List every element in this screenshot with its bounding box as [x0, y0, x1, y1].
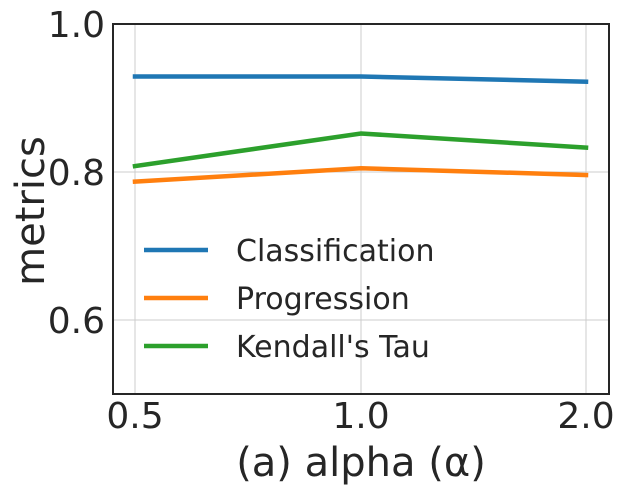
series-lines	[132, 74, 589, 184]
series-line	[132, 166, 589, 184]
legend: Classification Progression Kendall's Tau	[144, 234, 435, 365]
legend-label: Classification	[236, 234, 435, 269]
y-tick-label: 0.6	[48, 301, 105, 342]
y-axis-label: metrics	[8, 136, 54, 286]
x-tick-label: 1.0	[332, 396, 389, 437]
plot-frame	[112, 23, 610, 395]
y-ticks: 0.6 0.8 1.0	[48, 5, 105, 342]
series-line	[132, 131, 589, 169]
legend-label: Progression	[236, 282, 410, 317]
series-line	[132, 74, 589, 85]
x-tick-label: 2.0	[557, 396, 614, 437]
legend-label: Kendall's Tau	[236, 330, 430, 365]
x-axis-label: (a) alpha (α)	[236, 440, 486, 486]
y-tick-label: 0.8	[48, 153, 105, 194]
x-ticks: 0.5 1.0 2.0	[106, 396, 614, 437]
x-tick-label: 0.5	[106, 396, 163, 437]
y-tick-label: 1.0	[48, 5, 105, 46]
